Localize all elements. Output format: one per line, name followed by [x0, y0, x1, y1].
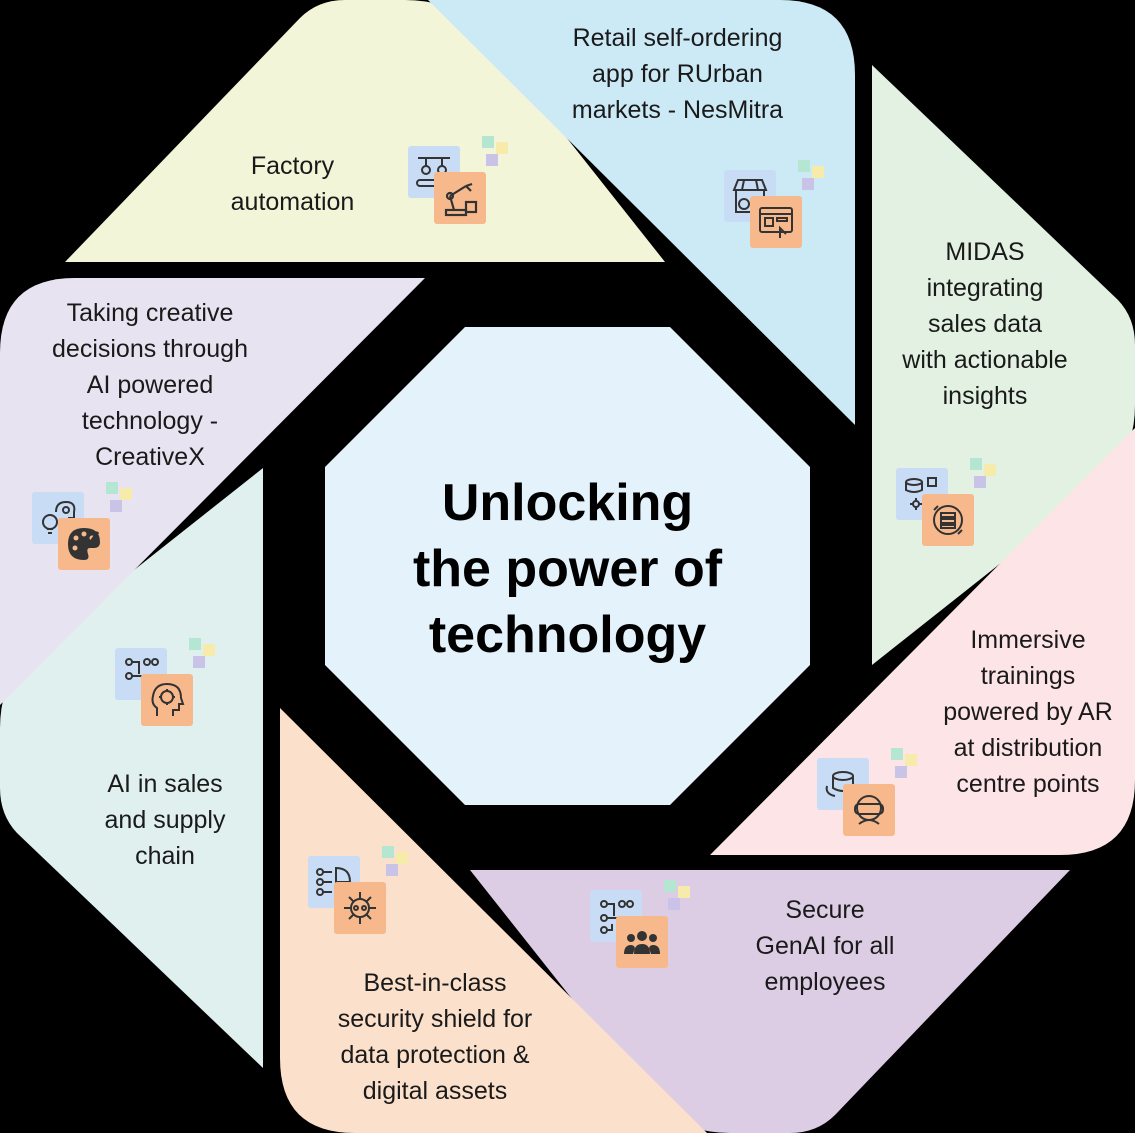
segment-text-retail: Retail self-ordering app for RUrban mark…: [571, 24, 784, 124]
segment-text-ai-sales: AI in sales and supply chain: [104, 770, 226, 870]
creative-icon-group: [32, 482, 142, 592]
segment-factory-automation: [65, 0, 665, 262]
segment-ai-sales-supply-chain: [0, 468, 263, 1068]
segment-text-security: Best-in-class security shield for data p…: [337, 969, 533, 1105]
center-title: Unlocking the power of technology: [412, 474, 723, 664]
employees-group-icon: [616, 916, 668, 968]
center-octagon: [325, 327, 810, 805]
ar-icon-group: [817, 748, 927, 858]
data-integration-icon: [922, 494, 974, 546]
segment-creativex: [0, 278, 425, 705]
retail-icon-group: [724, 160, 834, 270]
security-icon-group: [308, 846, 418, 956]
ai-brain-icon: [141, 674, 193, 726]
factory-icon-group: [408, 136, 518, 246]
midas-icon-group: [896, 458, 1006, 568]
palette-icon: [58, 518, 110, 570]
segment-immersive-ar-training: [710, 428, 1135, 855]
vr-headset-icon: [843, 784, 895, 836]
segment-security-shield: [280, 708, 707, 1133]
segment-text-genai: Secure GenAI for all employees: [755, 896, 895, 996]
genai-icon-group: [590, 880, 700, 990]
ai-sales-icon-group: [115, 638, 225, 748]
shop-online-ordering-icon: [750, 196, 802, 248]
robot-arm-icon: [434, 172, 486, 224]
segment-text-ar: Immersive trainings powered by AR at dis…: [943, 626, 1113, 798]
security-chip-icon: [334, 882, 386, 934]
segment-text-midas: MIDAS integrating sales data with action…: [902, 238, 1068, 410]
segment-text-creative: Taking creative decisions through AI pow…: [52, 299, 248, 471]
segment-retail-self-ordering: [428, 0, 855, 425]
segment-text-factory: Factory automation: [230, 152, 355, 216]
